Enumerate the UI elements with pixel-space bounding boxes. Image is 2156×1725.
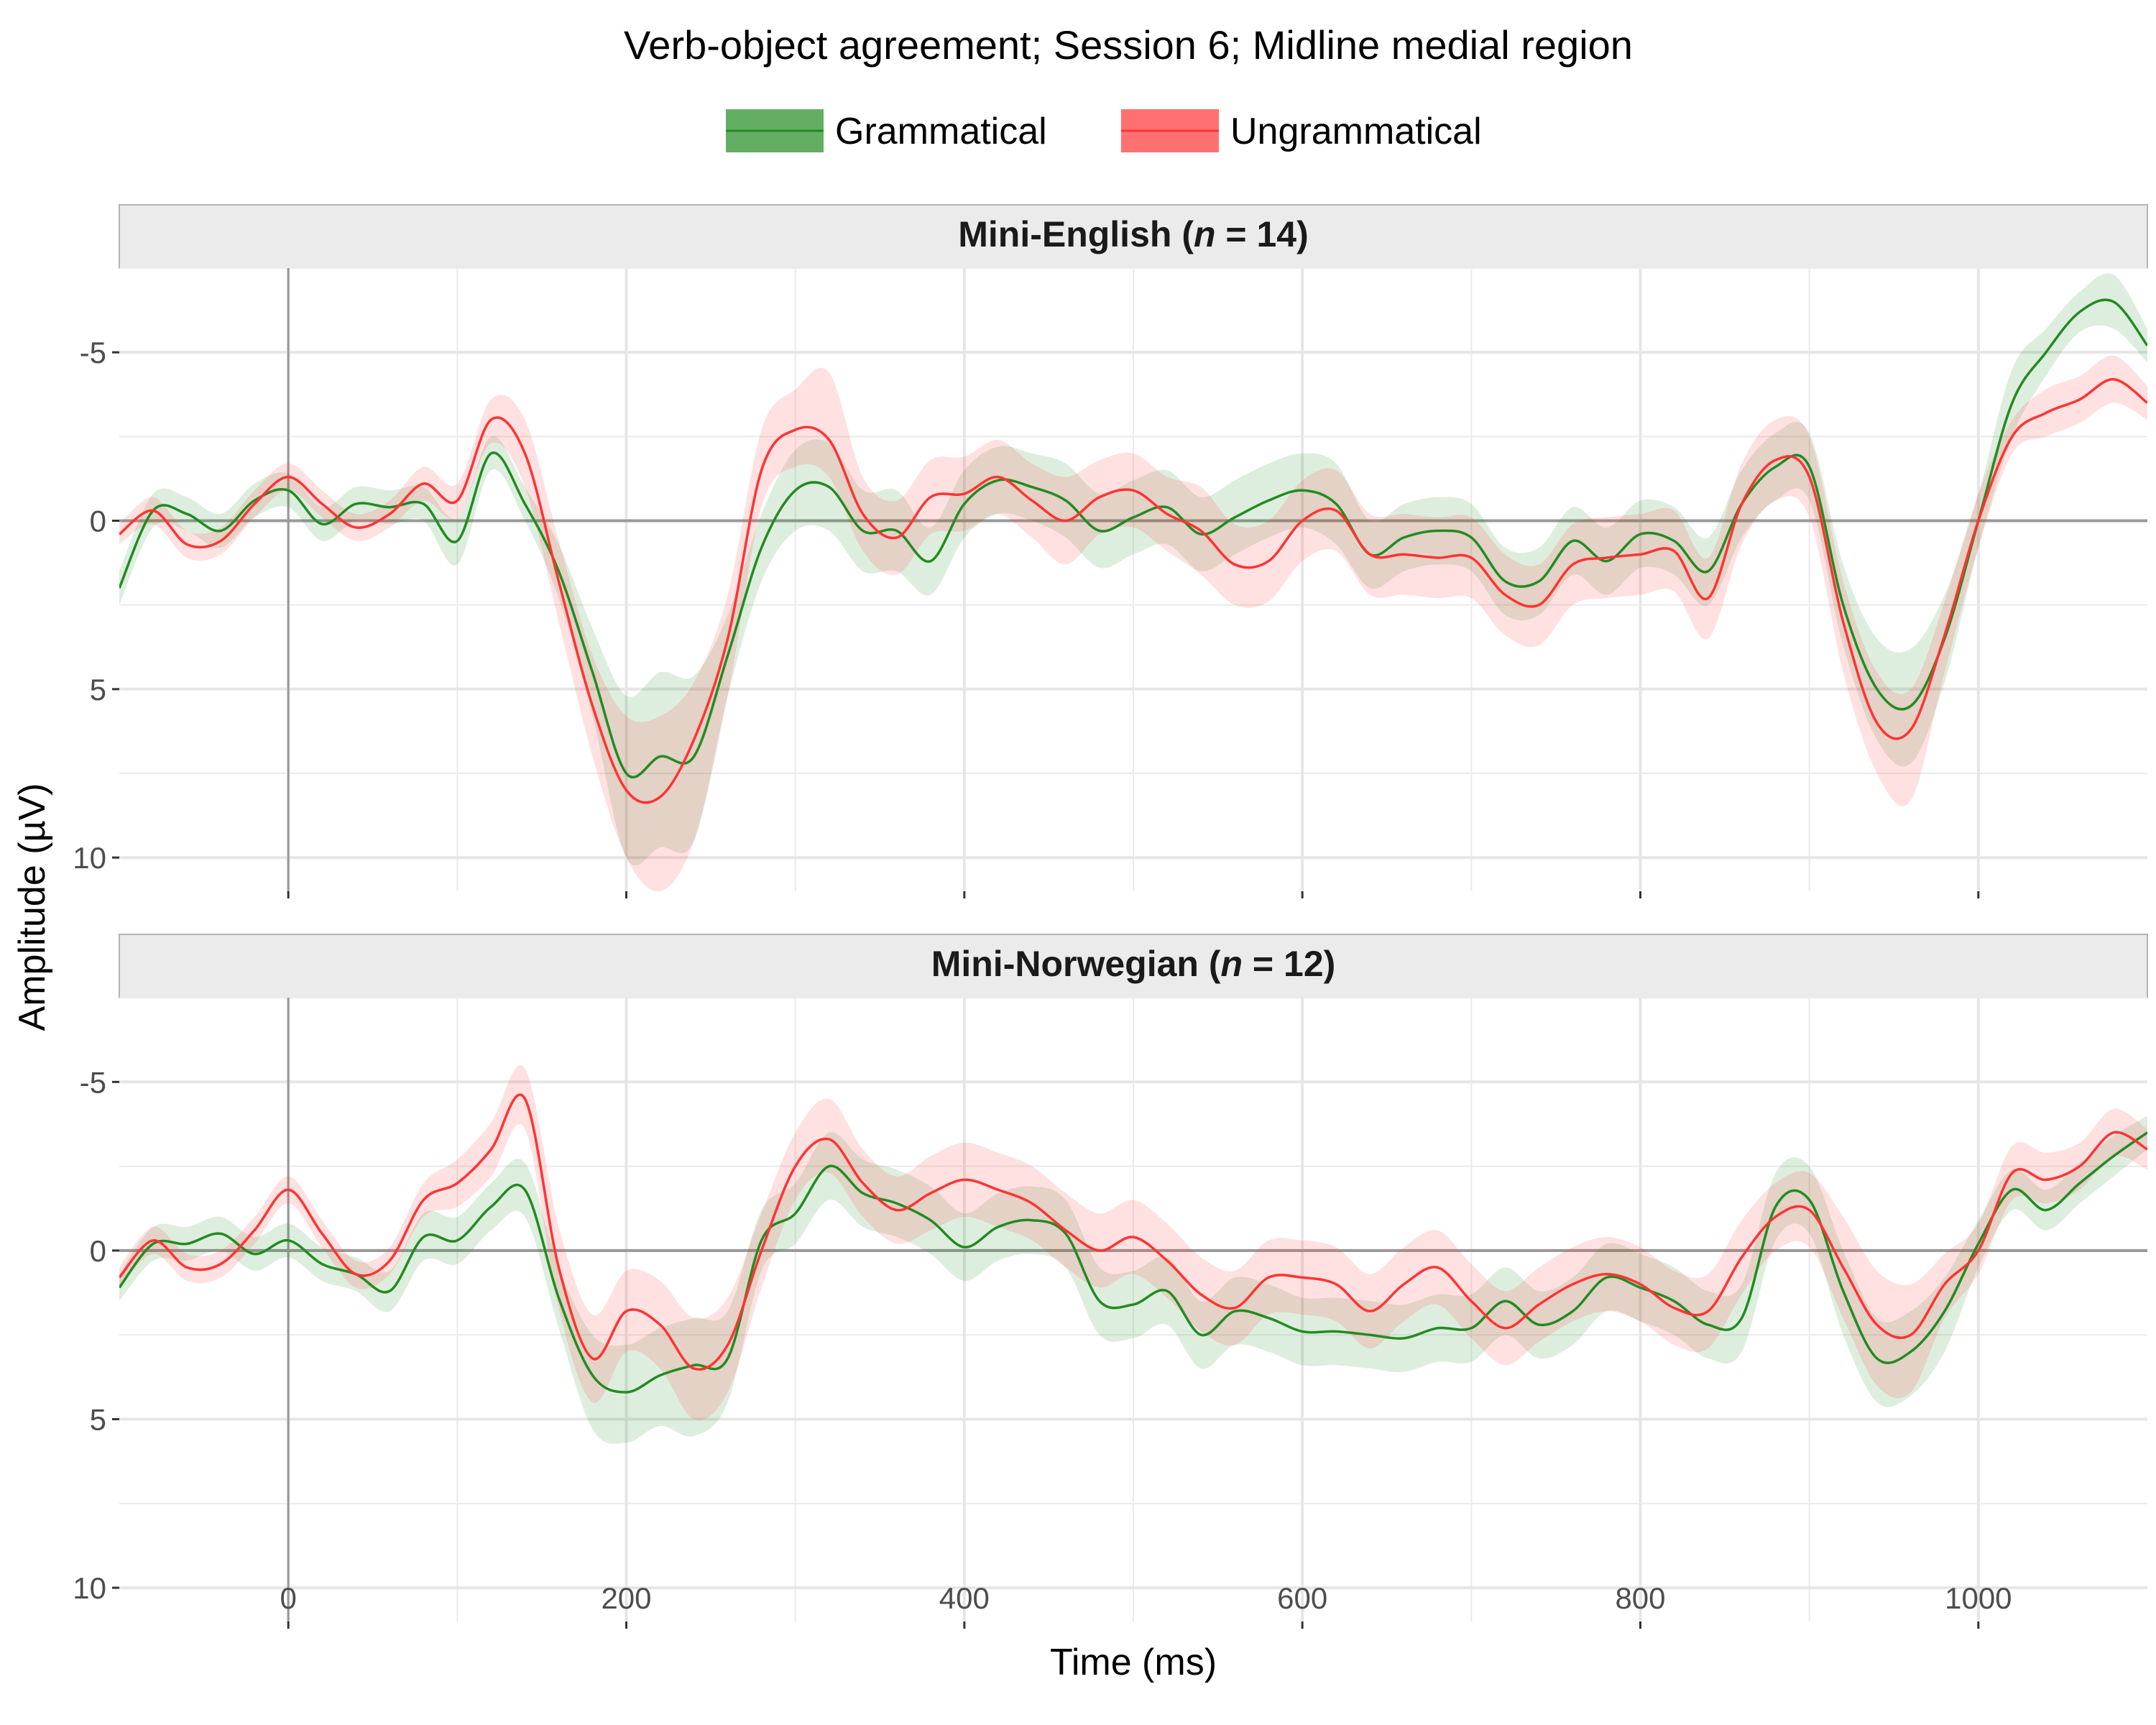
legend-label-ungrammatical: Ungrammatical xyxy=(1230,111,1482,152)
ci-ribbon-ungrammatical xyxy=(119,355,2147,891)
strip-background xyxy=(119,204,2148,269)
y-tick-label: -5 xyxy=(80,1065,106,1099)
y-tick-label: -5 xyxy=(80,336,106,369)
panel-strip-english: Mini-English (n = 14) xyxy=(119,204,2148,269)
y-axis-norwegian: -5 0 5 10 xyxy=(73,1065,106,1605)
ci-ribbon-grammatical xyxy=(119,1116,2147,1444)
panel-strip-norwegian: Mini-Norwegian (n = 12) xyxy=(119,934,2148,998)
panel-1 xyxy=(112,997,2147,1629)
x-tick-label: 1000 xyxy=(1945,1581,2012,1615)
x-axis: 0 200 400 600 800 1000 xyxy=(280,1581,2012,1615)
x-axis-title: Time (ms) xyxy=(1050,1642,1217,1683)
y-tick-label: 10 xyxy=(73,841,106,875)
x-tick-label: 600 xyxy=(1277,1581,1327,1615)
y-tick-label: 5 xyxy=(90,1402,106,1436)
strip-background xyxy=(119,934,2148,998)
series-layer xyxy=(119,273,2147,891)
x-tick-label: 800 xyxy=(1615,1581,1665,1615)
ci-ribbon-grammatical xyxy=(119,273,2147,866)
series-line-ungrammatical xyxy=(119,377,2147,804)
panels-layer xyxy=(112,267,2147,1629)
series-line-ungrammatical xyxy=(119,1093,2147,1371)
legend: Grammatical Ungrammatical xyxy=(726,109,1482,152)
y-tick-label: 5 xyxy=(90,673,106,707)
x-tick-label: 0 xyxy=(280,1581,296,1615)
y-tick-label: 0 xyxy=(90,504,106,538)
strip-label-english: Mini-English (n = 14) xyxy=(958,214,1309,254)
y-axis-english: -5 0 5 10 xyxy=(73,336,106,875)
series-layer xyxy=(119,1064,2147,1444)
y-tick-label: 10 xyxy=(73,1571,106,1605)
ci-ribbon-ungrammatical xyxy=(119,1064,2147,1420)
strip-label-norwegian: Mini-Norwegian (n = 12) xyxy=(931,944,1336,984)
series-line-grammatical xyxy=(119,1131,2147,1394)
series-line-grammatical xyxy=(119,298,2147,779)
x-tick-label: 200 xyxy=(601,1581,651,1615)
y-axis-title: Amplitude (µV) xyxy=(11,783,53,1031)
y-tick-label: 0 xyxy=(90,1234,106,1268)
chart-title: Verb-object agreement; Session 6; Midlin… xyxy=(624,22,1633,68)
legend-label-grammatical: Grammatical xyxy=(835,111,1047,152)
x-tick-label: 400 xyxy=(939,1581,990,1615)
panel-0 xyxy=(112,267,2147,898)
